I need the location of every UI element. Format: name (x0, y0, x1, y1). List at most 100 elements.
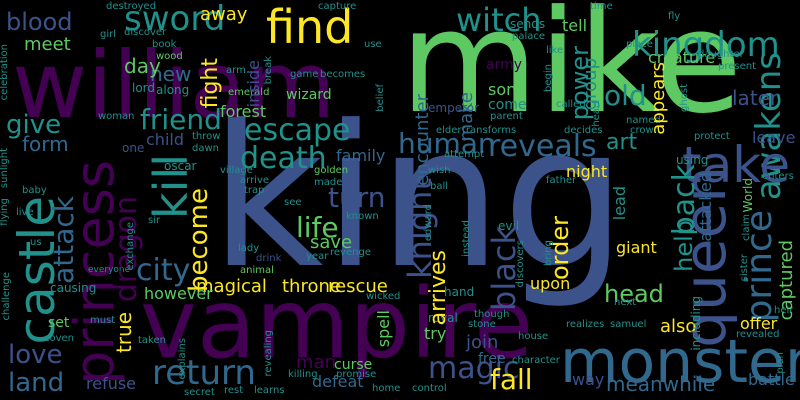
word-begin: begin (543, 64, 554, 92)
word-village: village (220, 165, 253, 176)
word-girl: girl (100, 29, 117, 40)
word-free: free (478, 351, 506, 367)
word-mike: mike (400, 0, 743, 145)
word-house: house (518, 331, 549, 342)
word-celebration: celebration (0, 44, 10, 101)
word-lord: lord (132, 81, 156, 95)
word-elder: elder (436, 125, 462, 136)
word-lady: lady (238, 243, 260, 254)
word-sunlight: sunlight (0, 148, 10, 189)
word-meanwhile: meanwhile (606, 372, 716, 396)
word-explains: explains (177, 338, 188, 380)
word-bring: bring (543, 240, 554, 266)
word-reveals: reveals (488, 129, 597, 164)
word-come: come (488, 97, 527, 113)
word-character: character (512, 355, 560, 366)
word-son: son (488, 80, 517, 99)
word-appears: appears (648, 62, 669, 135)
word-give: give (6, 110, 62, 140)
word-animal: animal (240, 265, 274, 276)
word-golden: golden (314, 165, 349, 176)
word-belief: belief (375, 84, 386, 112)
word-captured: captured (776, 240, 797, 321)
word-sir: sir (148, 215, 161, 226)
word-form: form (22, 132, 69, 156)
word-rest: rest (224, 385, 244, 396)
word-find: find (266, 0, 354, 54)
word-inside: inside (244, 60, 263, 108)
word-refuse: refuse (86, 374, 137, 393)
word-love: love (8, 340, 63, 370)
word-creature: creature (648, 48, 716, 67)
word-sword: sword (124, 0, 226, 39)
word-flying: flying (0, 198, 10, 226)
word-turn: turn (328, 181, 386, 214)
word-book: book (152, 39, 177, 50)
word-palace: palace (512, 31, 546, 42)
word-game: game (290, 69, 319, 80)
word-defeat: defeat (312, 372, 364, 391)
word-control: control (412, 383, 447, 394)
word-meet: meet (24, 34, 71, 55)
word-present: present (718, 61, 757, 72)
word-set: set (48, 315, 70, 331)
word-known: known (346, 211, 379, 222)
word-woman: woman (98, 111, 135, 122)
word-spell: spell (374, 310, 393, 348)
word-new: new (150, 62, 192, 86)
word-secret: secret (184, 387, 215, 398)
word-throw: throw (192, 131, 221, 142)
word-ball: ball (430, 181, 449, 192)
word-witch: witch (456, 1, 542, 39)
word-vampire: vampire (140, 268, 534, 380)
word-baby: baby (22, 185, 47, 196)
word-taken: taken (138, 335, 166, 346)
word-along: along (156, 83, 190, 97)
word-tell: tell (562, 16, 588, 35)
word-including: including (689, 296, 703, 351)
word-life: life (296, 211, 339, 244)
word-emerald: emerald (228, 87, 270, 98)
word-break: break (263, 56, 274, 85)
word-old: old (604, 79, 647, 112)
word-though: though (474, 309, 510, 320)
word-see: see (284, 197, 302, 208)
word-next: next (614, 297, 637, 308)
word-crown: crown (630, 125, 661, 136)
word-exchange: exchange (125, 222, 136, 271)
word-samuel: samuel (610, 319, 647, 330)
word-instead: instead (461, 220, 472, 257)
word-upon: upon (530, 274, 571, 293)
word-however: however (144, 284, 213, 303)
word-later: later (732, 86, 779, 110)
word-realizes: realizes (566, 319, 605, 330)
word-revealed: revealed (736, 329, 780, 340)
word-attacked: attacked (696, 172, 715, 242)
word-attempt: attempt (444, 149, 485, 160)
word-edward: edward (423, 204, 434, 242)
word-day: day (124, 54, 161, 78)
word-escape: escape (244, 113, 351, 148)
word-fly: fly (668, 11, 681, 22)
word-human: human (398, 127, 496, 160)
word-decides: decides (564, 125, 603, 136)
word-arrives: arrives (426, 250, 451, 326)
word-enters: enters (762, 171, 794, 182)
word-giant: giant (616, 238, 657, 257)
word-also: also (660, 316, 697, 337)
word-fight: fight (198, 58, 223, 109)
word-live: live (16, 207, 34, 218)
word-coven: coven (44, 333, 75, 344)
word-promise: promise (336, 369, 377, 380)
word-place: place (626, 39, 653, 50)
word-battle: battle (748, 370, 795, 389)
word-friend: friend (140, 103, 222, 136)
word-death: death (240, 141, 327, 176)
word-land: land (8, 368, 65, 398)
word-ghost: ghost (679, 84, 690, 112)
word-monster: monster (560, 327, 800, 397)
word-everyone: everyone (88, 265, 131, 275)
word-rescue: rescue (328, 276, 388, 297)
word-revealing: revealing (263, 330, 274, 377)
